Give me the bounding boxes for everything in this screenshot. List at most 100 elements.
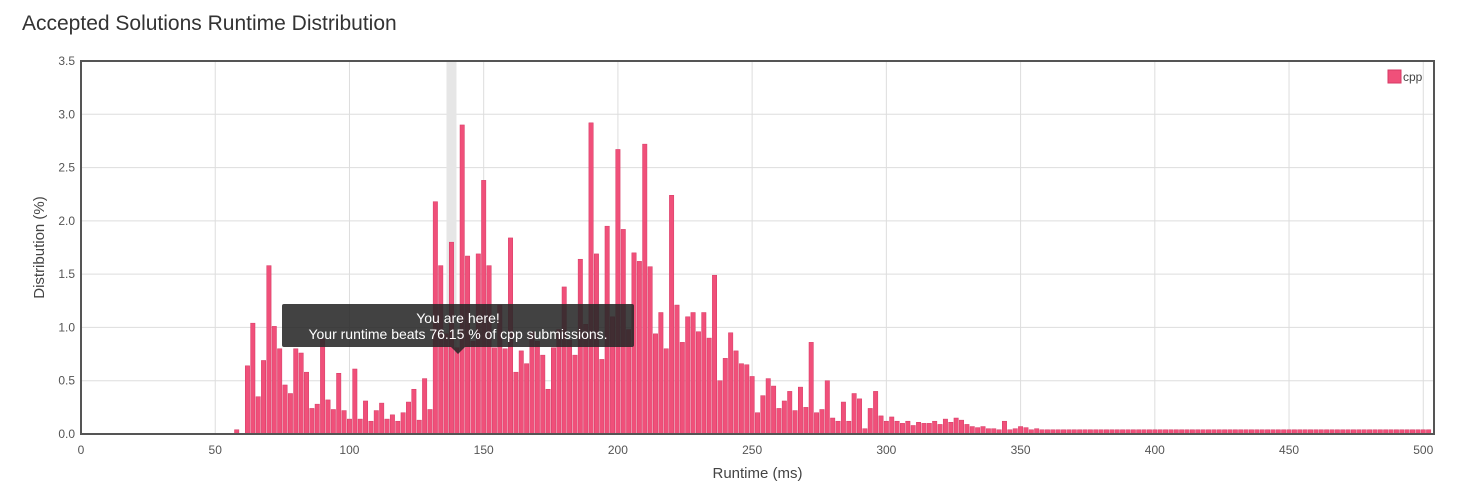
bar-74[interactable]	[277, 348, 283, 435]
bar-110[interactable]	[373, 410, 379, 435]
bar-194[interactable]	[599, 359, 605, 435]
bar-170[interactable]	[534, 341, 540, 435]
bar-234[interactable]	[706, 337, 712, 435]
bar-108[interactable]	[368, 420, 374, 435]
bar-256[interactable]	[765, 378, 771, 435]
bar-220[interactable]	[669, 195, 675, 435]
bar-336[interactable]	[980, 426, 986, 435]
bar-64[interactable]	[250, 322, 256, 435]
bar-76[interactable]	[282, 384, 288, 435]
bar-258[interactable]	[771, 385, 777, 435]
bar-136[interactable]	[443, 333, 449, 435]
bar-214[interactable]	[653, 333, 658, 435]
bar-260[interactable]	[776, 408, 782, 435]
bar-312[interactable]	[916, 422, 922, 435]
bar-208[interactable]	[636, 261, 642, 435]
bar-166[interactable]	[524, 363, 530, 435]
bar-250[interactable]	[749, 376, 755, 435]
bar-68[interactable]	[261, 360, 266, 435]
bar-70[interactable]	[266, 265, 272, 435]
bar-168[interactable]	[529, 331, 535, 435]
bar-90[interactable]	[320, 338, 326, 435]
bar-142[interactable]	[459, 124, 465, 435]
bar-130[interactable]	[427, 409, 433, 435]
bar-62[interactable]	[244, 365, 250, 435]
bar-216[interactable]	[658, 312, 664, 435]
bar-158[interactable]	[502, 348, 508, 435]
bar-92[interactable]	[325, 399, 331, 435]
bar-66[interactable]	[255, 396, 261, 435]
bar-96[interactable]	[336, 373, 342, 435]
bar-210[interactable]	[642, 143, 648, 435]
bar-86[interactable]	[309, 408, 315, 435]
bar-106[interactable]	[363, 400, 369, 435]
bar-328[interactable]	[959, 419, 964, 435]
bar-332[interactable]	[969, 426, 975, 435]
bar-272[interactable]	[808, 342, 814, 435]
bar-226[interactable]	[685, 316, 691, 435]
bar-176[interactable]	[551, 347, 556, 435]
bar-268[interactable]	[798, 386, 803, 435]
bar-276[interactable]	[819, 409, 825, 435]
bar-224[interactable]	[679, 342, 685, 435]
bar-82[interactable]	[298, 352, 304, 435]
bar-140[interactable]	[454, 347, 460, 435]
bar-240[interactable]	[722, 358, 728, 435]
bar-94[interactable]	[330, 409, 336, 435]
bar-88[interactable]	[314, 403, 320, 435]
bar-122[interactable]	[406, 401, 411, 435]
bar-100[interactable]	[347, 418, 352, 435]
bar-264[interactable]	[787, 391, 793, 435]
bar-266[interactable]	[792, 410, 798, 435]
bar-330[interactable]	[964, 424, 970, 435]
bar-294[interactable]	[867, 408, 873, 435]
bar-298[interactable]	[878, 415, 884, 435]
bar-324[interactable]	[948, 422, 954, 435]
bar-120[interactable]	[400, 412, 406, 435]
bar-172[interactable]	[540, 354, 546, 435]
bar-310[interactable]	[910, 425, 916, 435]
bar-308[interactable]	[905, 420, 911, 435]
bar-114[interactable]	[384, 418, 390, 435]
bar-72[interactable]	[271, 326, 277, 435]
bar-280[interactable]	[830, 417, 836, 435]
bar-290[interactable]	[857, 398, 862, 435]
bar-126[interactable]	[416, 419, 422, 435]
legend-label-cpp[interactable]: cpp	[1403, 70, 1423, 84]
bar-322[interactable]	[942, 418, 948, 435]
bar-350[interactable]	[1018, 426, 1024, 435]
bar-232[interactable]	[701, 312, 707, 435]
bar-326[interactable]	[953, 417, 959, 435]
bar-128[interactable]	[422, 378, 428, 435]
bar-344[interactable]	[1002, 420, 1007, 435]
bar-104[interactable]	[357, 418, 363, 435]
bar-242[interactable]	[728, 332, 734, 435]
bar-190[interactable]	[588, 122, 594, 435]
bar-236[interactable]	[712, 274, 717, 435]
bar-300[interactable]	[883, 420, 889, 435]
bar-278[interactable]	[824, 380, 830, 435]
bar-78[interactable]	[287, 393, 293, 435]
bar-306[interactable]	[900, 423, 905, 435]
bar-230[interactable]	[695, 331, 701, 435]
bar-296[interactable]	[873, 391, 879, 435]
bar-246[interactable]	[738, 363, 744, 435]
bar-154[interactable]	[491, 347, 497, 435]
bar-318[interactable]	[932, 420, 938, 435]
bar-118[interactable]	[395, 420, 401, 435]
bar-152[interactable]	[486, 265, 492, 435]
bar-316[interactable]	[926, 423, 932, 435]
bar-124[interactable]	[411, 388, 417, 435]
bar-228[interactable]	[690, 312, 696, 435]
bar-116[interactable]	[389, 414, 395, 435]
bar-304[interactable]	[894, 420, 900, 435]
bar-212[interactable]	[647, 266, 653, 435]
bar-102[interactable]	[352, 368, 358, 435]
bar-286[interactable]	[846, 420, 852, 435]
bar-184[interactable]	[572, 354, 578, 435]
bar-288[interactable]	[851, 393, 857, 435]
bar-302[interactable]	[889, 416, 895, 435]
bar-270[interactable]	[803, 407, 809, 435]
bar-80[interactable]	[293, 348, 299, 435]
bar-174[interactable]	[545, 388, 551, 435]
